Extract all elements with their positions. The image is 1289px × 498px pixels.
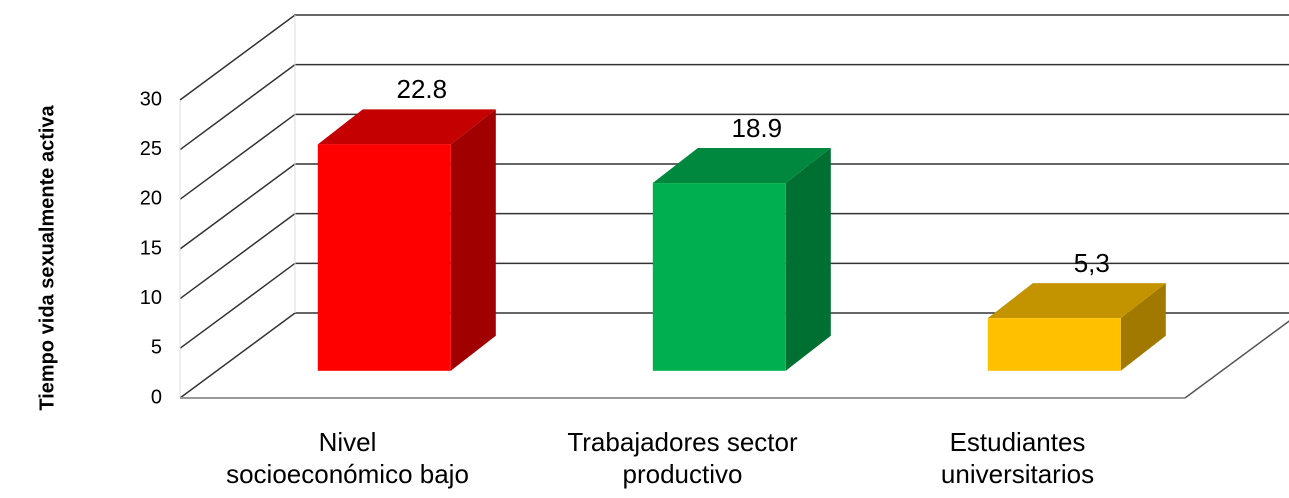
bar [987, 318, 1121, 371]
y-axis-label: Tiempo vida sexualmente activa [36, 104, 58, 410]
bar [317, 144, 451, 371]
bar-side [450, 109, 496, 371]
bar-side [1120, 283, 1166, 371]
y-tick-label: 15 [140, 237, 162, 259]
y-tick-label: 0 [151, 386, 162, 408]
y-tick-label: 30 [140, 88, 162, 110]
value-label: 22.8 [396, 74, 447, 104]
bar-top [987, 283, 1166, 319]
x-tick-label: Trabajadores sector productivo [567, 427, 798, 489]
y-tick-label: 25 [140, 138, 162, 160]
bar-top [652, 148, 831, 184]
bar-side [785, 148, 831, 371]
grid-line [179, 14, 1289, 101]
y-tick-label: 20 [140, 188, 162, 210]
y-tick-label: 10 [140, 287, 162, 309]
x-tick-label: Estudiantes universitarios [940, 427, 1095, 489]
value-label: 5,3 [1074, 248, 1110, 278]
x-tick-label: Nivel socioeconómico bajo [226, 427, 469, 489]
value-label: 18.9 [731, 113, 782, 143]
floor-right [1184, 320, 1289, 399]
bar-top [317, 109, 496, 145]
bar [652, 183, 786, 371]
y-tick-label: 5 [151, 337, 162, 359]
